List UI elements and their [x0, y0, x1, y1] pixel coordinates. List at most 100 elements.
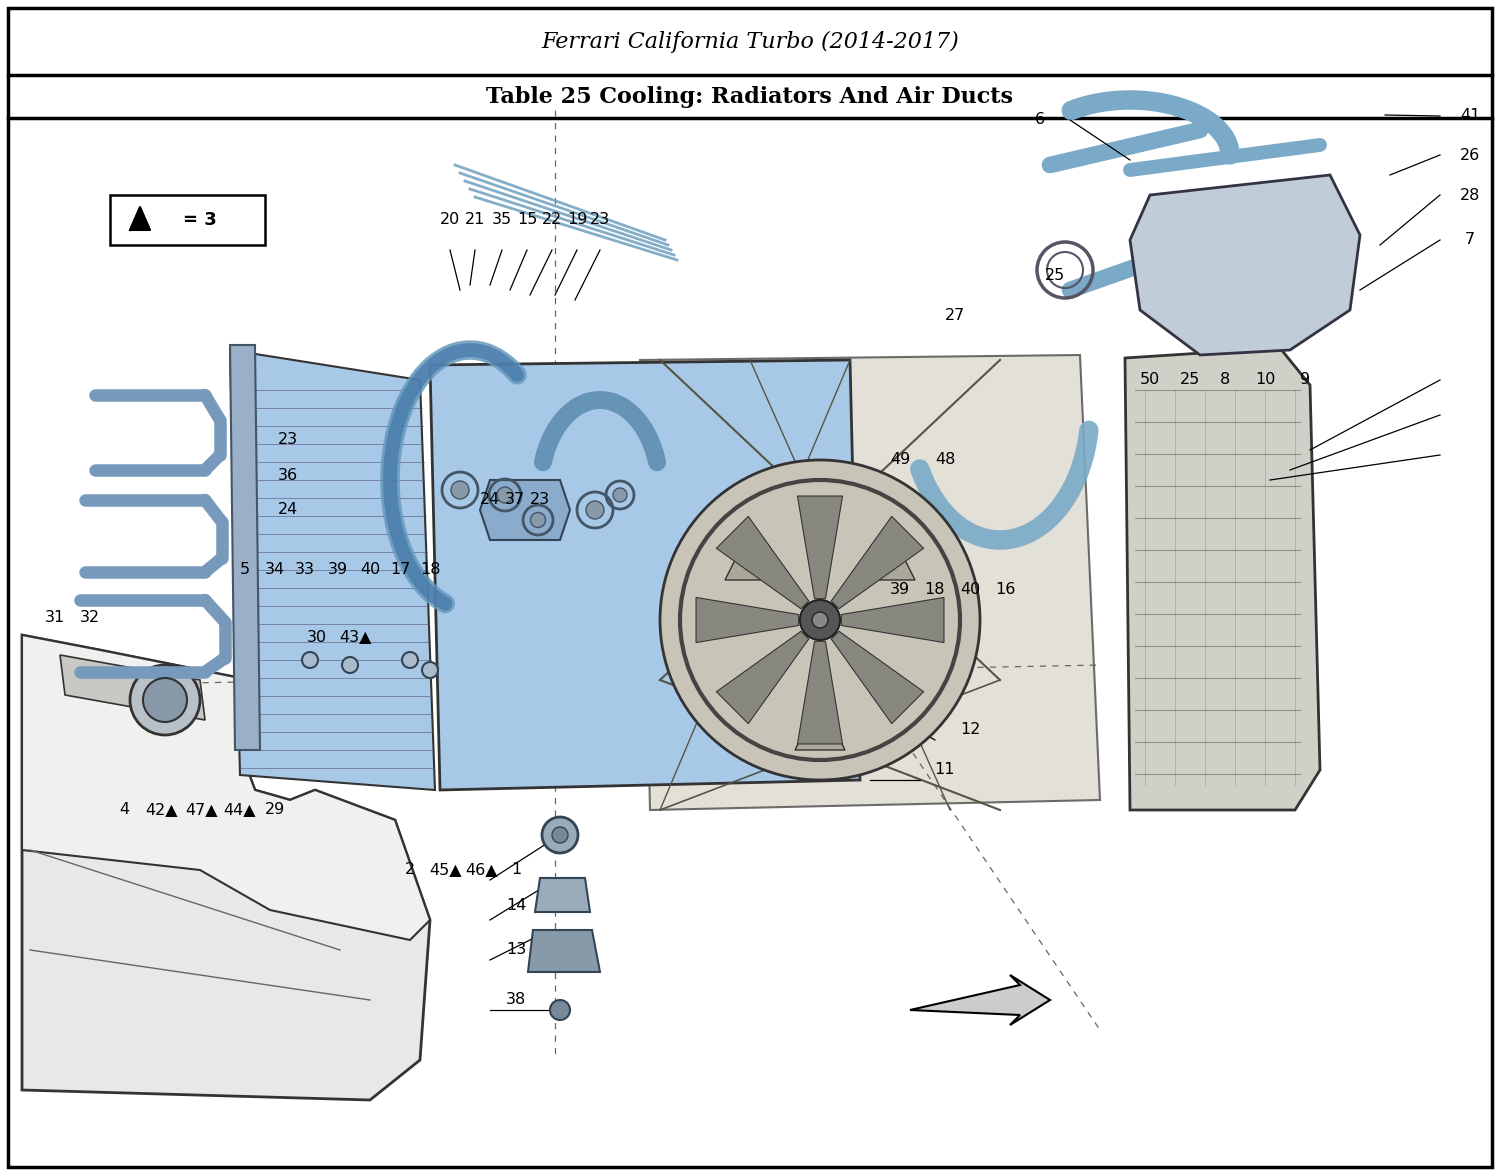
Text: 39: 39	[328, 563, 348, 577]
Text: 50: 50	[1140, 372, 1160, 388]
Circle shape	[550, 1000, 570, 1020]
Text: 33: 33	[296, 563, 315, 577]
Text: 9: 9	[1300, 372, 1310, 388]
Circle shape	[342, 657, 358, 673]
Text: 11: 11	[934, 763, 956, 778]
Circle shape	[422, 662, 438, 678]
Text: 18: 18	[924, 583, 945, 598]
Text: 34: 34	[266, 563, 285, 577]
Text: 25: 25	[1046, 268, 1065, 282]
Text: 10: 10	[1256, 372, 1275, 388]
Polygon shape	[536, 878, 590, 912]
Polygon shape	[831, 631, 924, 724]
Polygon shape	[865, 530, 915, 580]
Text: 18: 18	[420, 563, 441, 577]
Text: 12: 12	[960, 723, 980, 738]
Circle shape	[552, 827, 568, 842]
Text: 29: 29	[266, 803, 285, 818]
Circle shape	[130, 665, 200, 736]
Text: Ferrari California Turbo (2014-2017): Ferrari California Turbo (2014-2017)	[542, 31, 958, 53]
Text: 46▲: 46▲	[465, 862, 498, 878]
Text: 14: 14	[506, 898, 526, 913]
Circle shape	[800, 600, 840, 640]
Circle shape	[142, 678, 188, 721]
Circle shape	[586, 501, 604, 519]
Polygon shape	[480, 481, 570, 540]
Text: 41: 41	[1460, 108, 1480, 123]
Text: 23: 23	[278, 432, 298, 448]
Text: 1: 1	[512, 862, 520, 878]
Circle shape	[302, 652, 318, 669]
Polygon shape	[717, 516, 809, 609]
Text: 32: 32	[80, 611, 100, 625]
Text: 36: 36	[278, 468, 298, 483]
Polygon shape	[230, 345, 260, 750]
Text: 20: 20	[440, 213, 460, 228]
Polygon shape	[640, 355, 1100, 810]
Polygon shape	[798, 496, 843, 599]
Text: 30: 30	[308, 630, 327, 645]
Text: 26: 26	[1460, 148, 1480, 162]
Text: 37: 37	[506, 492, 525, 508]
Circle shape	[452, 481, 470, 499]
Text: 16: 16	[994, 583, 1016, 598]
Text: 49: 49	[890, 452, 910, 468]
Polygon shape	[724, 530, 776, 580]
Polygon shape	[842, 597, 944, 643]
Polygon shape	[1125, 348, 1320, 810]
Text: 22: 22	[542, 213, 562, 228]
Text: 13: 13	[506, 942, 526, 958]
Text: 7: 7	[1466, 233, 1474, 248]
Text: Table 25 Cooling: Radiators And Air Ducts: Table 25 Cooling: Radiators And Air Duct…	[486, 86, 1014, 107]
Bar	[110, 195, 266, 246]
Text: 24: 24	[480, 492, 500, 508]
Text: 24: 24	[278, 503, 298, 517]
Text: 23: 23	[530, 492, 550, 508]
Text: 5: 5	[240, 563, 250, 577]
Circle shape	[614, 488, 627, 502]
Polygon shape	[60, 654, 206, 720]
Text: 43▲: 43▲	[339, 630, 370, 645]
Text: 44▲: 44▲	[224, 803, 256, 818]
Text: = 3: = 3	[183, 212, 218, 229]
Circle shape	[812, 612, 828, 627]
Circle shape	[542, 817, 578, 853]
Polygon shape	[130, 207, 150, 230]
Circle shape	[660, 459, 980, 780]
Text: 4: 4	[118, 803, 129, 818]
Text: 35: 35	[492, 213, 512, 228]
Text: 25: 25	[1180, 372, 1200, 388]
Circle shape	[531, 512, 546, 528]
Text: 2: 2	[405, 862, 416, 878]
Polygon shape	[795, 700, 844, 750]
Text: 45▲: 45▲	[429, 862, 462, 878]
Polygon shape	[831, 516, 924, 609]
Polygon shape	[717, 631, 809, 724]
Text: 39: 39	[890, 583, 910, 598]
Polygon shape	[696, 597, 798, 643]
Polygon shape	[1130, 175, 1360, 355]
Text: 15: 15	[518, 213, 537, 228]
Circle shape	[402, 652, 418, 669]
Text: 19: 19	[567, 213, 586, 228]
Text: 27: 27	[945, 308, 964, 322]
Text: 23: 23	[590, 213, 610, 228]
Text: 8: 8	[1220, 372, 1230, 388]
Polygon shape	[528, 929, 600, 972]
Text: 17: 17	[390, 563, 410, 577]
Polygon shape	[910, 975, 1050, 1025]
Polygon shape	[22, 634, 430, 940]
Polygon shape	[22, 634, 430, 1100]
Text: 31: 31	[45, 611, 64, 625]
Polygon shape	[430, 360, 859, 790]
Polygon shape	[230, 350, 435, 790]
Text: 48: 48	[934, 452, 956, 468]
Text: 6: 6	[1035, 113, 1046, 128]
Text: 40: 40	[360, 563, 380, 577]
Polygon shape	[798, 642, 843, 744]
Text: 40: 40	[960, 583, 980, 598]
Text: 42▲: 42▲	[146, 803, 178, 818]
Text: 28: 28	[1460, 188, 1480, 202]
Text: 38: 38	[506, 993, 526, 1007]
Circle shape	[496, 486, 513, 503]
